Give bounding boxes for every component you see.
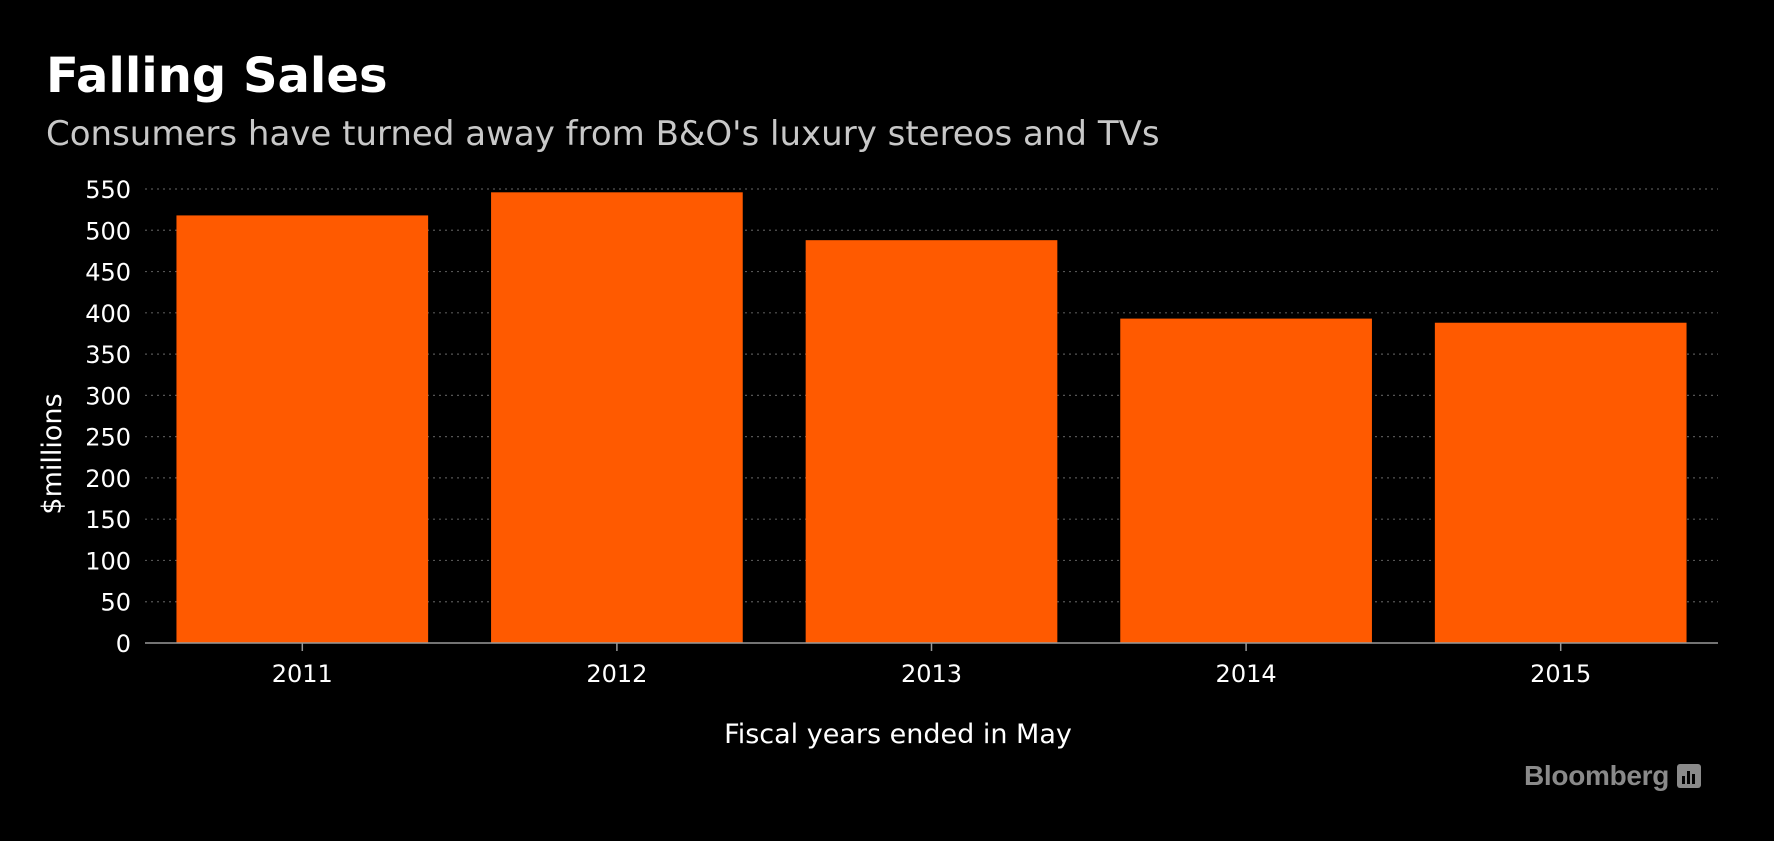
bloomberg-chart-icon: [1677, 764, 1702, 788]
bar-2015: [1434, 322, 1687, 643]
bar-2014: [1120, 318, 1372, 643]
x-tick-label: 2014: [1216, 660, 1277, 688]
bar-2012: [491, 192, 743, 643]
bar-2013: [805, 240, 1058, 644]
y-tick-label: 300: [85, 382, 131, 410]
x-tick-label: 2011: [272, 660, 333, 688]
chart-title: Falling Sales: [46, 48, 388, 104]
y-axis-title: $millions: [37, 393, 68, 514]
y-tick-label: 50: [100, 589, 131, 617]
bloomberg-logo: Bloomberg: [1524, 759, 1702, 793]
y-tick-label: 200: [85, 465, 131, 493]
y-tick-label: 550: [85, 176, 131, 204]
logo-text: Bloomberg: [1524, 760, 1670, 791]
axes: [145, 642, 1718, 651]
bars: [176, 192, 1687, 644]
bar-2011: [176, 215, 429, 643]
y-tick-label: 500: [85, 217, 131, 245]
y-tick-label: 0: [116, 630, 131, 658]
y-tick-label: 150: [85, 506, 131, 534]
tick-labels: 0 50 100 150 200 250 300 350 400 450 500 550 2011 201…: [85, 176, 1591, 688]
y-tick-label: 450: [85, 259, 131, 287]
y-tick-label: 350: [85, 341, 131, 369]
chart-subtitle: Consumers have turned away from B&O's lu…: [46, 114, 1160, 154]
x-tick-label: 2012: [586, 660, 647, 688]
y-tick-label: 100: [85, 547, 131, 575]
x-tick-label: 2013: [901, 660, 962, 688]
x-axis-title: Fiscal years ended in May: [724, 719, 1072, 750]
x-tick-label: 2015: [1530, 660, 1591, 688]
y-tick-label: 250: [85, 424, 131, 452]
y-tick-label: 400: [85, 300, 131, 328]
